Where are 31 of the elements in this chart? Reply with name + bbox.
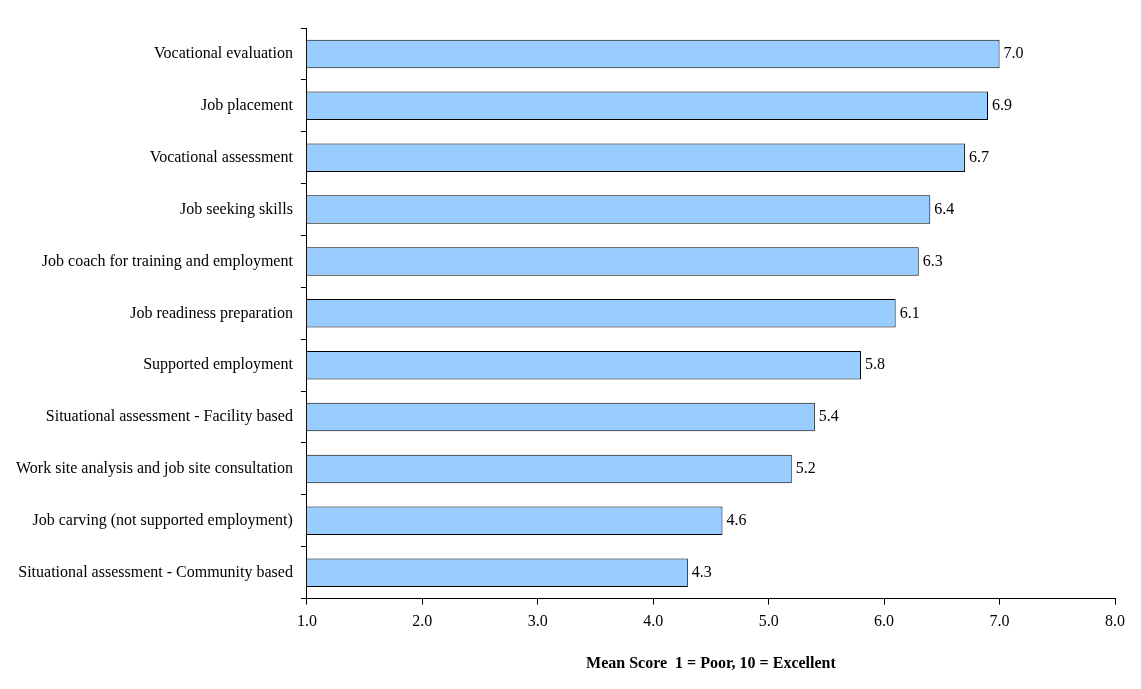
x-tick-label: 6.0 [874,612,895,630]
y-tick-label: Vocational assessment [149,147,294,165]
x-axis-title: Mean Score 1 = Poor, 10 = Excellent [586,653,837,671]
y-tick-label: Supported employment [143,355,294,374]
y-tick-label: Vocational evaluation [154,44,293,62]
data-label: 7.0 [1003,44,1024,62]
data-label: 6.3 [922,251,943,269]
data-label: 6.4 [934,199,955,217]
y-tick-label: Job carving (not supported employment) [32,510,293,529]
data-label: 5.2 [795,459,816,477]
x-tick-label: 1.0 [296,612,317,630]
x-tick-label: 2.0 [412,612,433,630]
y-tick-label: Situational assessment - Facility based [45,407,293,426]
x-tick-label: 4.0 [643,612,664,630]
data-label: 6.7 [968,147,989,165]
x-tick-label: 5.0 [758,612,779,630]
x-tick-label: 8.0 [1105,612,1125,630]
x-tick-label: 3.0 [527,612,548,630]
y-tick-label: Job coach for training and employment [41,251,294,270]
data-label: 4.6 [726,510,747,528]
data-label: 6.1 [899,303,920,321]
data-label: 5.8 [865,355,886,373]
y-tick-label: Job placement [200,96,294,115]
y-tick-label: Job seeking skills [180,199,293,218]
data-label: 6.9 [992,96,1013,114]
y-tick-label: Job readiness preparation [130,303,293,322]
data-label: 5.4 [818,407,839,425]
data-label: 4.3 [691,562,712,580]
y-tick-label: Work site analysis and job site consultation [16,459,293,478]
x-tick-label: 7.0 [989,612,1010,630]
y-tick-label: Situational assessment - Community based [18,562,293,581]
